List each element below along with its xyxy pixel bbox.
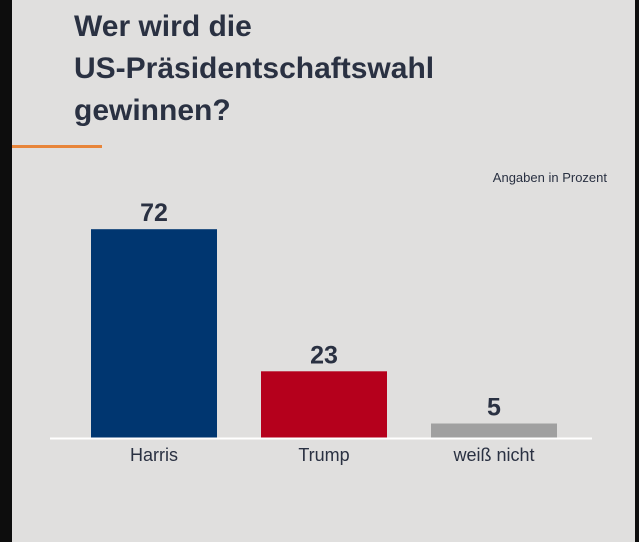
category-label: weiß nicht	[452, 445, 534, 465]
data-label: 5	[487, 394, 501, 422]
chart-title: Wer wird die US-Präsidentschaftswahl gew…	[74, 6, 594, 132]
title-line: US-Präsidentschaftswahl	[74, 52, 435, 85]
data-label: 72	[140, 199, 168, 227]
title-line: gewinnen?	[74, 94, 231, 127]
unit-note: Angaben in Prozent	[492, 170, 607, 185]
bar-1	[261, 371, 387, 438]
data-label: 23	[310, 341, 338, 369]
bar-2	[431, 423, 557, 438]
category-label: Harris	[130, 445, 178, 465]
title-line: Wer wird die	[74, 10, 252, 43]
accent-line	[12, 145, 102, 148]
bar-0	[91, 229, 217, 438]
category-label: Trump	[298, 445, 349, 465]
